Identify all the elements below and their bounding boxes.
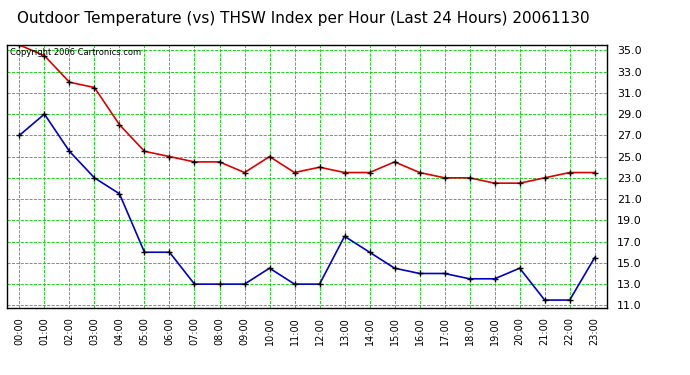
Text: Outdoor Temperature (vs) THSW Index per Hour (Last 24 Hours) 20061130: Outdoor Temperature (vs) THSW Index per …	[17, 11, 590, 26]
Text: Copyright 2006 Cartronics.com: Copyright 2006 Cartronics.com	[10, 48, 141, 57]
